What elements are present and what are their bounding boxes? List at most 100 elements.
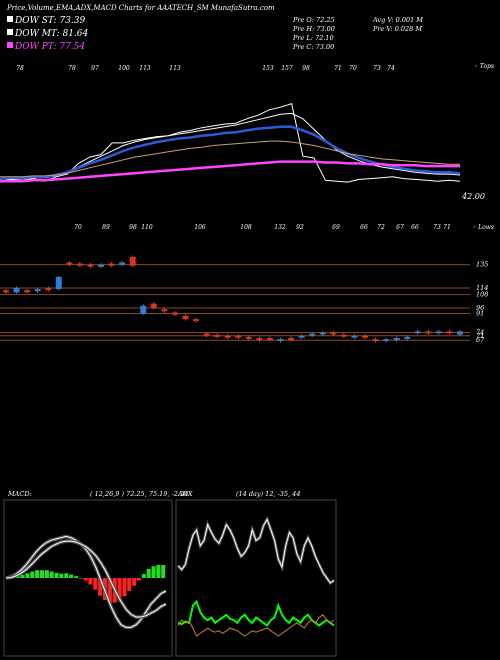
level-label-74: 74 (476, 328, 484, 336)
candle-body (393, 338, 400, 340)
last-price-label: 42.00 (461, 192, 485, 201)
candle-body (34, 289, 41, 292)
macd-histogram-bar (146, 568, 151, 578)
candle-body (129, 256, 136, 266)
macd-label: MACD: (7, 490, 32, 498)
adx-params: (14 day) 12, -35, 44 (236, 490, 300, 498)
candle-body (24, 290, 31, 293)
candle-body (340, 334, 347, 337)
macd-histogram-bar (49, 571, 54, 578)
candle-body (245, 336, 252, 339)
candle-body (266, 338, 273, 341)
price-series-line-3 (0, 125, 461, 180)
bottom-value-label: 110 (141, 224, 153, 231)
bottom-value-label: 89 (102, 224, 110, 231)
candle-body (372, 339, 379, 342)
stat-pre-close: Pre C: 73.00 (292, 43, 334, 51)
macd-histogram-bar (15, 576, 20, 578)
lows-label: ◦ Lows (473, 224, 494, 231)
bottom-value-label: 106 (194, 224, 206, 231)
top-value-label: 78 (68, 65, 76, 72)
candle-body (351, 335, 358, 338)
macd-line-1 (5, 535, 167, 628)
bottom-value-label: 92 (296, 224, 304, 231)
price-ema-panel: ◦ Tops ◦ Lows 42.00 78 78 97 100 113 113 153 15… (0, 63, 494, 231)
candle-body (256, 338, 263, 340)
adx-lines (176, 515, 335, 637)
bottom-value-label: 73 (433, 224, 441, 231)
bottom-value-label: 132 (274, 224, 286, 231)
macd-histogram-bar (73, 576, 78, 578)
candle-body (235, 335, 242, 338)
top-value-label: 73 (373, 65, 381, 72)
macd-histogram-bar (117, 578, 122, 602)
level-label-114: 114 (476, 284, 488, 292)
price-series-line-4 (0, 140, 460, 178)
candle-body (203, 333, 210, 336)
macd-histogram-bar (132, 578, 137, 586)
stat-avg-volume: Avg V: 0.001 M (372, 16, 423, 24)
macd-line-2 (5, 540, 167, 618)
macd-histogram-bar (44, 570, 49, 578)
bottom-value-label: 71 (443, 224, 451, 231)
tops-label: ◦ Tops (474, 63, 494, 70)
level-label-96: 96 (476, 304, 484, 312)
candle-body (108, 263, 115, 266)
bottom-value-label: 69 (332, 224, 340, 231)
candle-body (66, 262, 73, 265)
candle-body (414, 331, 421, 334)
candle-body (13, 288, 20, 293)
macd-histogram-bar (161, 565, 166, 578)
bottom-value-label: 67 (396, 224, 404, 231)
candle-body (277, 339, 284, 342)
legend-dow-pt: DOW PT: 77.54 (14, 42, 85, 52)
candle-body (45, 288, 52, 291)
legend-swatch-st (7, 16, 13, 22)
top-value-label: 100 (118, 65, 130, 72)
candle-body (435, 331, 442, 334)
macd-histogram-bar (39, 570, 44, 578)
macd-histogram-bar (30, 571, 35, 578)
macd-lines (5, 534, 167, 630)
top-value-label: 71 (334, 65, 342, 72)
macd-histogram-bar (64, 573, 69, 578)
level-label-135: 135 (476, 261, 488, 269)
candle-body (224, 335, 231, 338)
macd-histogram-bar (151, 566, 156, 578)
candle-body (182, 315, 189, 320)
candle-body (98, 264, 105, 267)
price-lines (0, 102, 461, 183)
top-value-label: 153 (262, 65, 274, 72)
macd-histogram-bar (54, 572, 59, 578)
candle-body (76, 263, 83, 266)
macd-histogram-bar (136, 578, 141, 581)
candle-body (193, 319, 200, 322)
level-label-91: 91 (476, 310, 484, 318)
top-value-label: 113 (169, 65, 181, 72)
bottom-value-labels: 70 89 98 110 106 108 132 92 69 66 72 67 66 73 71 (74, 224, 451, 231)
candle-body (150, 303, 157, 308)
adx-line-1 (177, 518, 335, 584)
macd-histogram-bar (35, 570, 40, 578)
candle-bars (3, 255, 463, 343)
top-value-label: 78 (16, 65, 24, 72)
macd-histogram-bar (122, 578, 127, 597)
macd-histogram-bar (83, 578, 88, 581)
bottom-value-label: 98 (129, 224, 137, 231)
legend-dow-mt: DOW MT: 81.64 (14, 29, 89, 39)
bottom-value-label: 66 (360, 224, 368, 231)
stat-pre-volume: Pre V: 0.028 M (372, 25, 422, 33)
macd-histogram-bar (98, 578, 103, 596)
stats-block: Pre O: 72.25 Pre H: 73.00 Pre L: 72.10 P… (292, 16, 423, 51)
macd-histogram-bar (20, 574, 25, 578)
legend-dow-st: DOW ST: 73.39 (14, 16, 85, 26)
stat-pre-low: Pre L: 72.10 (292, 34, 334, 42)
page-title: Price,Volume,EMA,ADX,MACD Charts for AAA… (6, 4, 275, 12)
candle-body (214, 334, 221, 337)
macd-histogram-bar (88, 578, 93, 585)
candle-body (119, 262, 126, 265)
macd-histogram-bar (25, 573, 30, 578)
stat-pre-open: Pre O: 72.25 (292, 16, 335, 24)
candle-body (140, 305, 147, 314)
